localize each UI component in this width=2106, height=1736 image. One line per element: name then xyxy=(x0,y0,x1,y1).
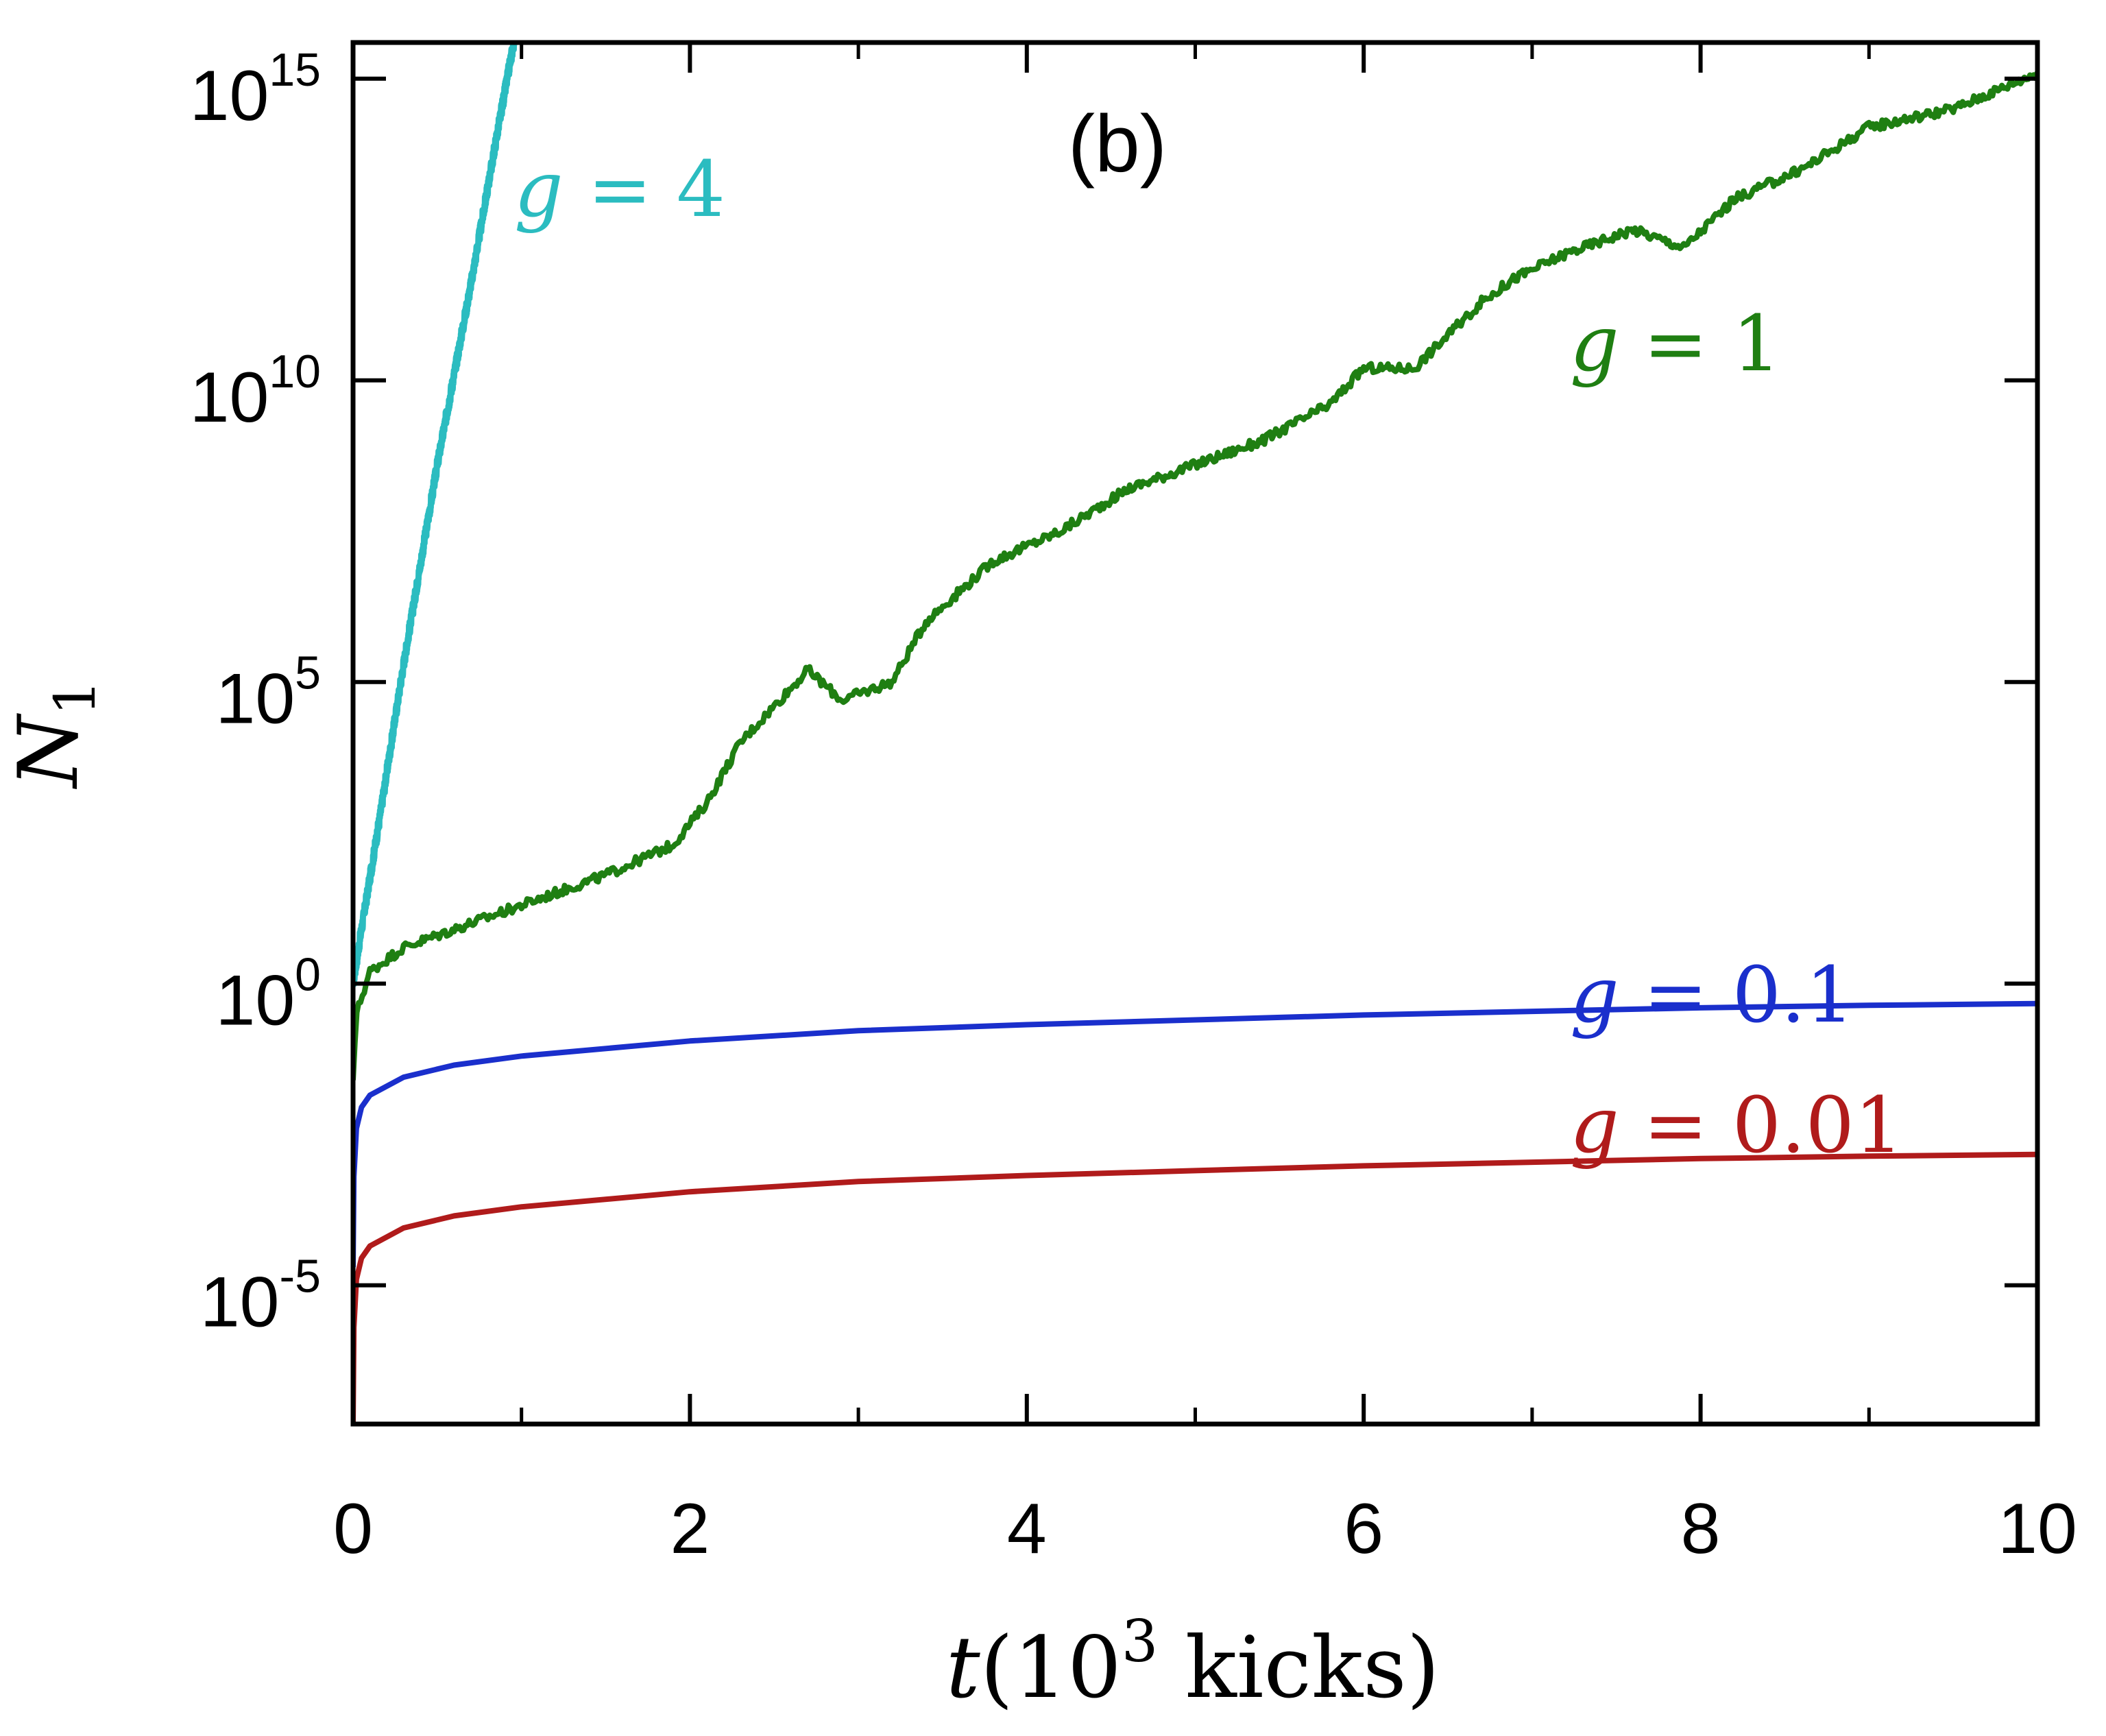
x-tick-label: 2 xyxy=(670,1489,710,1569)
x-ticks: 0 2 4 6 8 10 xyxy=(333,43,2077,1569)
x-axis-label: t(103 kicks) xyxy=(946,1608,1440,1717)
panel-label: (b) xyxy=(1068,99,1167,189)
series-line-2 xyxy=(353,1000,2037,1268)
y-ticks: 10-5 100 105 1010 1015 xyxy=(190,44,2037,1342)
series-line-3 xyxy=(353,1151,2037,1424)
series-label-1: g = 1 xyxy=(1570,300,1781,389)
series-labels: g = 4 g = 1 g = 0.1 g = 0.01 xyxy=(514,145,1903,1170)
y-tick-label: 1010 xyxy=(190,346,321,437)
series-label-3: g = 0.01 xyxy=(1570,1081,1903,1170)
series-line-0 xyxy=(353,43,518,987)
y-tick-label: 10-5 xyxy=(200,1251,321,1342)
plot-series xyxy=(353,43,2037,1424)
series-label-2: g = 0.1 xyxy=(1570,951,1854,1040)
series-label-0: g = 4 xyxy=(514,145,725,234)
x-tick-label: 4 xyxy=(1007,1489,1047,1569)
series-line-1 xyxy=(353,71,2037,1081)
y-tick-label: 1015 xyxy=(190,44,321,136)
y-tick-label: 100 xyxy=(215,949,321,1041)
x-tick-label: 0 xyxy=(333,1489,373,1569)
plot-frame xyxy=(350,40,2040,1427)
y-tick-label: 105 xyxy=(215,647,321,739)
x-tick-label: 8 xyxy=(1681,1489,1721,1569)
y-axis-label: N1 xyxy=(1,679,108,789)
x-tick-label: 6 xyxy=(1344,1489,1383,1569)
x-tick-label: 10 xyxy=(1998,1489,2077,1569)
